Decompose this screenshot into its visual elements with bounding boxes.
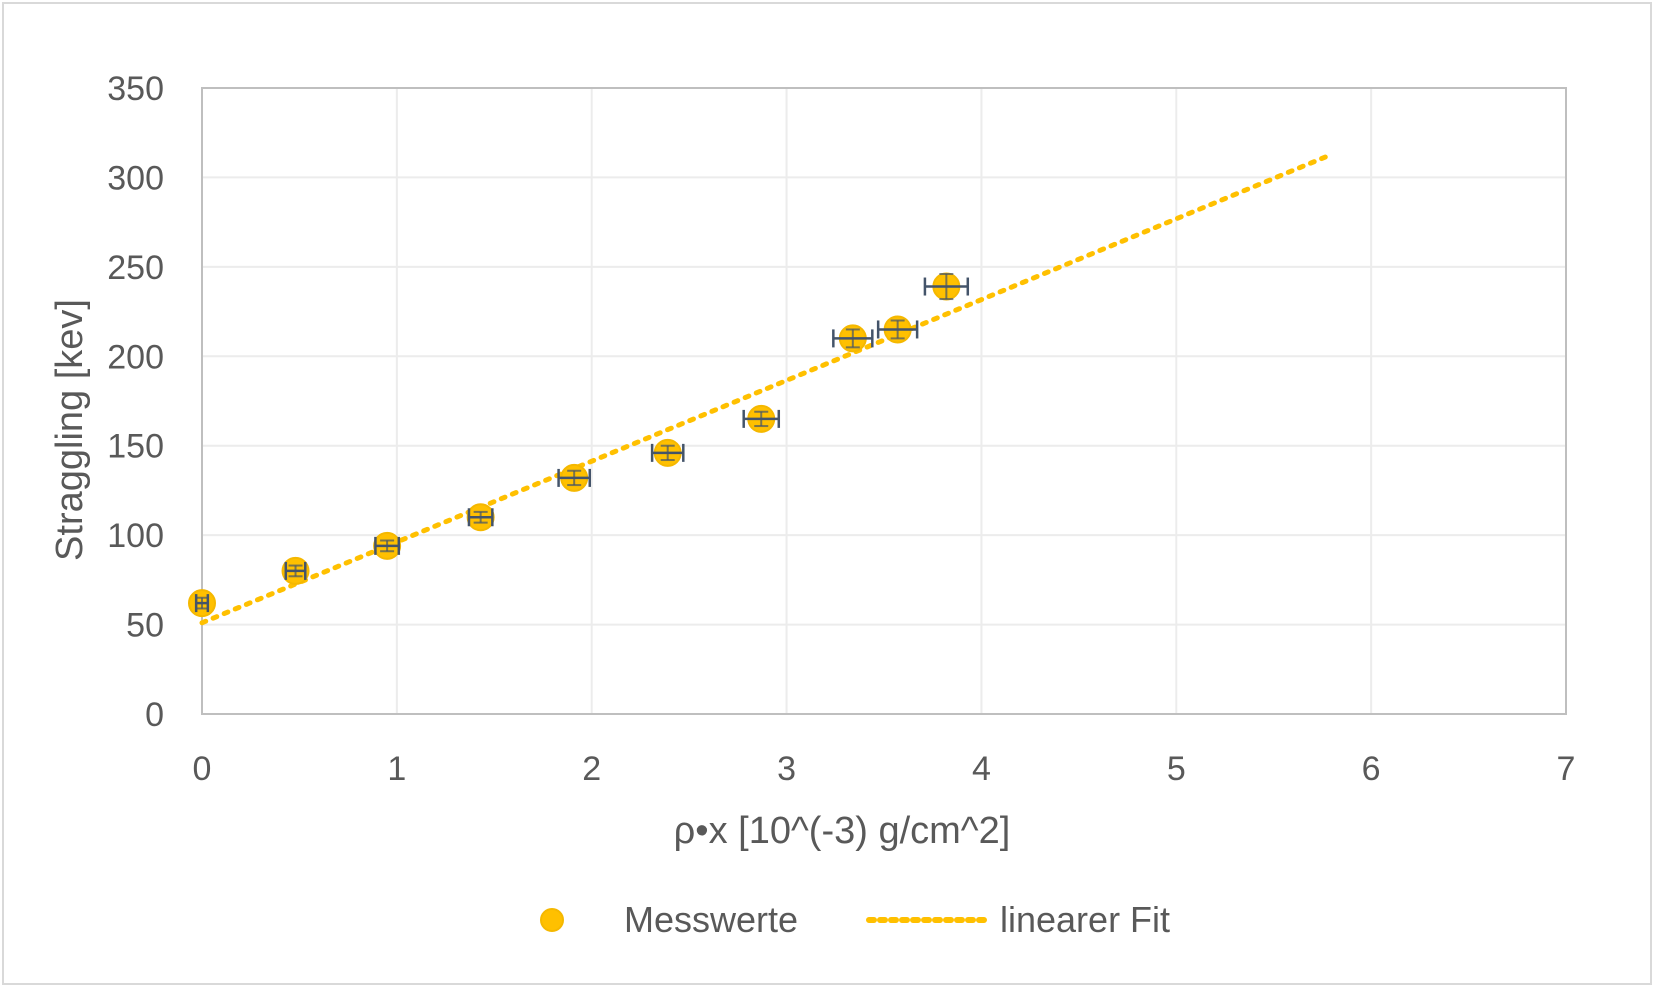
x-tick-label: 6 [1362, 750, 1381, 788]
data-point [373, 531, 402, 560]
y-tick-label: 250 [107, 249, 164, 287]
fit-line [199, 151, 1335, 626]
plot-area-border [201, 87, 1567, 715]
y-tick-label: 100 [107, 517, 164, 555]
x-tick-label: 3 [777, 750, 796, 788]
legend-label-messwerte: Messwerte [624, 899, 798, 940]
fit-line-layer [199, 151, 1335, 626]
data-point [557, 463, 592, 492]
y-axis-title: Straggling [kev] [49, 299, 91, 561]
y-tick-label: 150 [107, 428, 164, 466]
data-point [832, 324, 874, 353]
y-tick-label: 50 [126, 607, 164, 645]
data-point [923, 272, 970, 301]
y-tick-label: 350 [107, 70, 164, 108]
data-point [281, 556, 310, 585]
data-points-layer [188, 272, 970, 618]
grid [201, 87, 1567, 715]
x-tick-label: 4 [972, 750, 991, 788]
data-point [188, 589, 216, 618]
x-tick-label: 2 [582, 750, 601, 788]
y-axis-ticks: 0 50 100 150 200 250 300 350 [107, 70, 164, 734]
data-point [742, 404, 781, 433]
x-axis-title: ρ•x [10^(-3) g/cm^2] [674, 810, 1011, 852]
x-tick-label: 7 [1557, 750, 1576, 788]
x-tick-label: 5 [1167, 750, 1186, 788]
x-tick-label: 0 [193, 750, 212, 788]
y-tick-label: 200 [107, 338, 164, 376]
legend-label-linearer-fit: linearer Fit [1000, 899, 1170, 940]
y-tick-label: 0 [145, 696, 164, 734]
data-point [650, 438, 685, 467]
legend-marker-messwerte [540, 908, 564, 932]
y-tick-label: 300 [107, 159, 164, 197]
x-axis-ticks: 0 1 2 3 4 5 6 7 [193, 750, 1576, 788]
x-tick-label: 1 [387, 750, 406, 788]
data-point [876, 315, 919, 344]
data-point [466, 503, 495, 532]
legend: Messwerte linearer Fit [540, 899, 1170, 940]
